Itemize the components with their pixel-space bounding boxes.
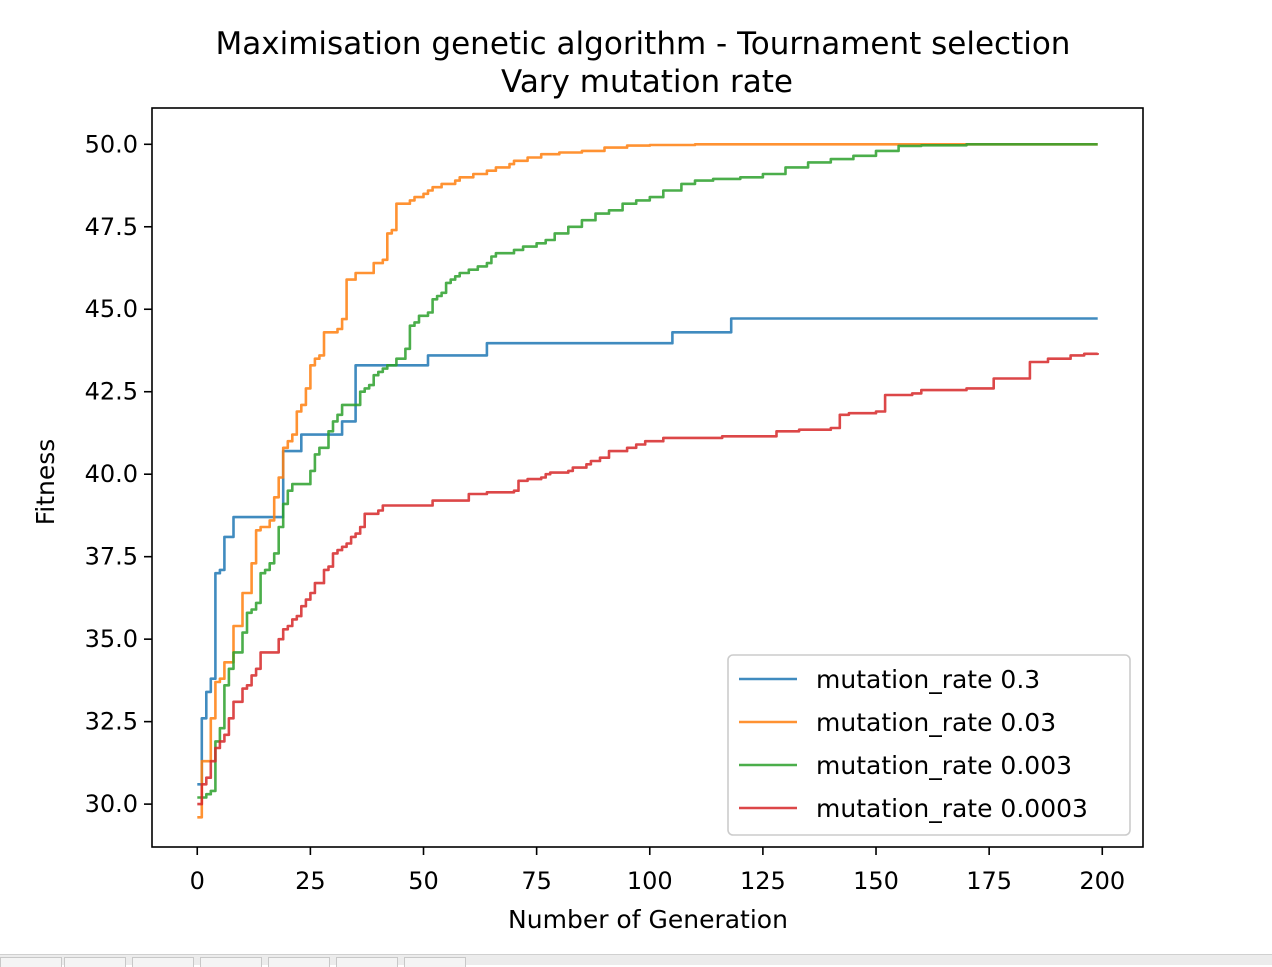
y-tick-label: 42.5 <box>85 378 138 406</box>
strip-tab[interactable] <box>0 957 62 967</box>
y-axis-ticks: 30.0 32.5 35.0 37.5 40.0 42.5 45.0 47.5 50.0 <box>85 130 152 818</box>
window-bottom-strip <box>0 954 1272 967</box>
y-tick-label: 35.0 <box>85 625 138 653</box>
strip-tab[interactable] <box>268 957 330 967</box>
series-line-2 <box>197 143 1098 799</box>
x-tick-label: 125 <box>740 867 786 895</box>
legend-label-1: mutation_rate 0.03 <box>816 708 1056 737</box>
y-tick-label: 45.0 <box>85 295 138 323</box>
strip-tab[interactable] <box>200 957 262 967</box>
x-tick-label: 75 <box>521 867 552 895</box>
y-tick-label: 47.5 <box>85 213 138 241</box>
x-axis-ticks: 0 25 50 75 100 125 150 175 200 <box>190 847 1125 895</box>
chart-title: Maximisation genetic algorithm - Tournam… <box>216 26 1071 62</box>
y-axis-label: Fitness <box>31 439 60 526</box>
y-tick-label: 50.0 <box>85 130 138 158</box>
y-tick-label: 40.0 <box>85 460 138 488</box>
x-axis-label: Number of Generation <box>508 905 788 934</box>
legend: mutation_rate 0.3 mutation_rate 0.03 mutat… <box>727 654 1131 836</box>
series-line-1 <box>197 143 1098 819</box>
y-tick-label: 32.5 <box>85 708 138 736</box>
x-tick-label: 50 <box>408 867 439 895</box>
x-tick-label: 25 <box>295 867 326 895</box>
legend-label-0: mutation_rate 0.3 <box>816 665 1040 694</box>
legend-entries: mutation_rate 0.3 mutation_rate 0.03 mutat… <box>739 665 1088 823</box>
legend-box <box>727 654 1131 836</box>
x-tick-label: 100 <box>627 867 673 895</box>
legend-label-3: mutation_rate 0.0003 <box>816 794 1088 823</box>
series-line-3 <box>197 352 1099 806</box>
y-tick-label: 37.5 <box>85 543 138 571</box>
axes-frame <box>151 107 1144 848</box>
strip-tab[interactable] <box>404 957 466 967</box>
y-tick-label: 30.0 <box>85 790 138 818</box>
series-layer <box>197 143 1099 819</box>
x-tick-label: 0 <box>190 867 205 895</box>
x-tick-label: 200 <box>1079 867 1125 895</box>
series-line-0 <box>197 317 1098 786</box>
strip-tab[interactable] <box>336 957 398 967</box>
strip-tab[interactable] <box>132 957 194 967</box>
x-tick-label: 175 <box>966 867 1012 895</box>
strip-tab[interactable] <box>64 957 126 967</box>
legend-label-2: mutation_rate 0.003 <box>816 751 1072 780</box>
chart-subtitle: Vary mutation rate <box>501 64 793 100</box>
x-tick-label: 150 <box>853 867 899 895</box>
